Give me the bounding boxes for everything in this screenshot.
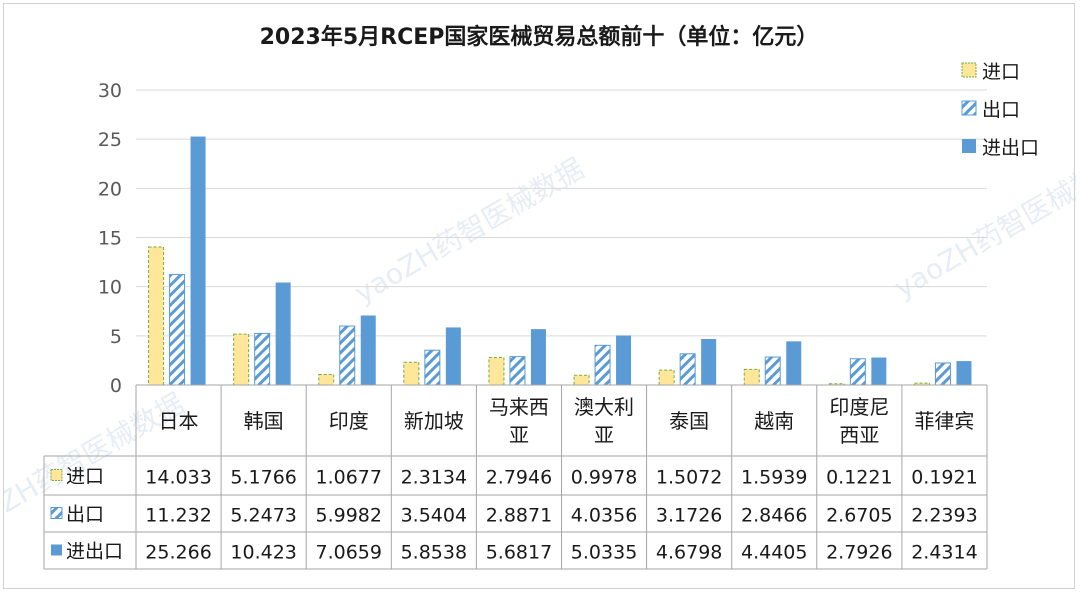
data-label: 0.1221 — [826, 467, 892, 489]
import-bar — [233, 333, 250, 386]
export-bar — [849, 358, 866, 386]
data-label: 5.0335 — [571, 542, 637, 564]
export-bar — [679, 353, 696, 386]
export-bar — [764, 356, 781, 386]
category-label: 澳大利亚 — [574, 395, 634, 447]
total-bar — [530, 329, 546, 385]
data-label: 1.5939 — [741, 467, 807, 489]
data-label: 3.1726 — [656, 505, 722, 527]
category-label: 马来西亚 — [489, 395, 549, 447]
total-bar — [871, 357, 887, 385]
data-label: 5.8538 — [401, 542, 467, 564]
import-bar — [403, 361, 420, 386]
total-bar — [360, 315, 376, 385]
data-label: 2.3134 — [401, 467, 467, 489]
category-label: 印度尼西亚 — [829, 395, 889, 447]
y-tick-label: 25 — [98, 129, 122, 151]
export-bar — [594, 344, 611, 386]
import-bar — [318, 374, 335, 386]
category-label: 菲律宾 — [914, 409, 974, 433]
row-key-swatch — [51, 544, 62, 556]
total-bar — [701, 338, 717, 385]
data-label: 4.0356 — [571, 505, 637, 527]
y-tick-label: 0 — [110, 375, 122, 397]
y-tick-label: 5 — [110, 326, 122, 348]
total-bar — [956, 361, 972, 385]
data-label: 0.1921 — [911, 467, 977, 489]
y-tick-label: 10 — [98, 277, 122, 299]
data-label: 0.9978 — [571, 467, 637, 489]
total-bar — [190, 136, 206, 385]
export-bar — [934, 362, 951, 386]
legend-label: 出口 — [982, 99, 1020, 121]
row-header: 出口 — [66, 504, 104, 526]
data-label: 2.8871 — [486, 505, 552, 527]
import-bar — [148, 246, 165, 386]
data-label: 5.2473 — [230, 505, 296, 527]
total-bar — [275, 282, 291, 385]
legend-swatch — [961, 62, 977, 78]
data-label: 1.0677 — [316, 467, 382, 489]
watermark-text: yaoZH药智医械数据 — [349, 152, 590, 310]
export-bar — [339, 325, 356, 386]
data-label: 2.8466 — [741, 505, 807, 527]
category-label: 越南 — [754, 409, 794, 433]
row-header: 进出口 — [66, 541, 123, 563]
bars — [148, 136, 972, 386]
data-label: 11.232 — [145, 505, 211, 527]
export-bar — [509, 356, 526, 386]
data-label: 25.266 — [145, 542, 211, 564]
data-label: 1.5072 — [656, 467, 722, 489]
import-bar — [913, 382, 930, 386]
legend-swatch — [961, 100, 977, 116]
data-label: 2.2393 — [911, 505, 977, 527]
total-bar — [786, 341, 802, 385]
data-label: 2.7946 — [486, 467, 552, 489]
import-bar — [828, 383, 845, 386]
category-label: 日本 — [159, 409, 199, 433]
data-label: 5.9982 — [316, 505, 382, 527]
data-label: 14.033 — [145, 467, 211, 489]
import-bar — [488, 357, 505, 386]
export-bar — [254, 332, 271, 386]
row-header: 进口 — [66, 466, 104, 488]
export-bar — [169, 274, 186, 386]
total-bar — [616, 335, 632, 385]
data-label: 10.423 — [230, 542, 296, 564]
data-label: 2.4314 — [911, 542, 977, 564]
data-label: 4.6798 — [656, 542, 722, 564]
category-label: 韩国 — [244, 409, 284, 433]
category-label: 新加坡 — [404, 409, 464, 433]
y-tick-label: 20 — [98, 178, 122, 200]
export-bar — [424, 349, 441, 386]
import-bar — [743, 368, 760, 386]
chart-frame: 2023年5月RCEP国家医械贸易总额前十（单位：亿元） yaoZH药智医械数据… — [3, 3, 1076, 589]
chart-svg: 2023年5月RCEP国家医械贸易总额前十（单位：亿元） yaoZH药智医械数据… — [4, 24, 1076, 570]
y-tick-label: 30 — [98, 80, 122, 102]
row-key-swatch — [50, 469, 63, 481]
watermark-text: yaoZH药智医械数据 — [889, 147, 1076, 305]
legend-label: 进出口 — [982, 137, 1039, 159]
import-bar — [573, 374, 590, 386]
data-label: 2.7926 — [826, 542, 892, 564]
data-label: 3.5404 — [401, 505, 467, 527]
data-label: 7.0659 — [316, 542, 382, 564]
data-label: 5.6817 — [486, 542, 552, 564]
category-label: 泰国 — [669, 409, 709, 433]
category-label: 印度 — [329, 409, 369, 433]
data-label: 5.1766 — [230, 467, 296, 489]
legend-label: 进口 — [982, 61, 1020, 83]
chart-title: 2023年5月RCEP国家医械贸易总额前十（单位：亿元） — [260, 24, 819, 50]
data-label: 2.6705 — [826, 505, 892, 527]
y-axis-ticks: 0 5 10 15 20 25 30 — [98, 80, 122, 397]
import-bar — [658, 369, 675, 386]
legend-swatch — [962, 139, 976, 153]
data-label: 4.4405 — [741, 542, 807, 564]
total-bar — [445, 327, 461, 385]
row-key-swatch — [50, 507, 63, 519]
y-tick-label: 15 — [98, 228, 122, 250]
